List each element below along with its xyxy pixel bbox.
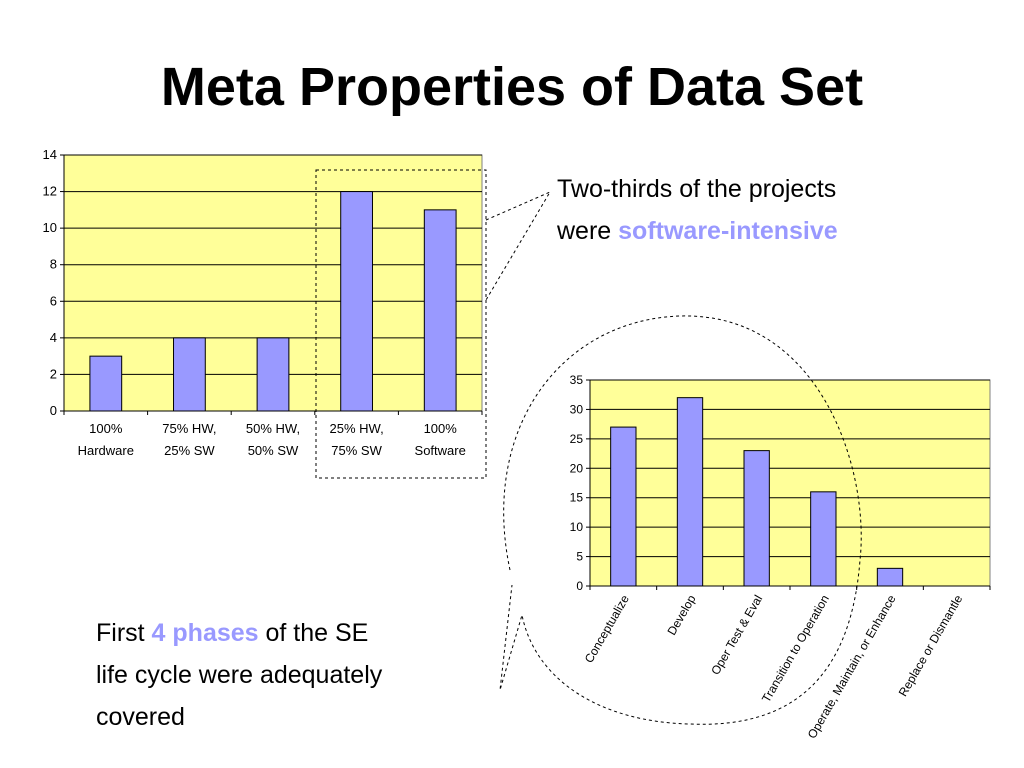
note1-prefix: were xyxy=(557,217,619,245)
x-category-label-line: 50% SW xyxy=(248,443,299,458)
x-category-label: 75% HW, 25% SW xyxy=(162,421,216,458)
y-tick-label: 20 xyxy=(570,461,584,475)
note1-highlight: software-intensive xyxy=(618,217,838,245)
x-category-label-line: Hardware xyxy=(78,443,134,458)
x-category-label: Transition to Operation xyxy=(759,593,832,705)
y-tick-label: 10 xyxy=(43,220,57,235)
y-tick-label: 0 xyxy=(50,403,57,418)
y-tick-label: 2 xyxy=(50,366,57,381)
x-category-label: Conceptualize xyxy=(582,592,632,665)
note2-line3: covered xyxy=(96,703,185,731)
x-category-label-line: 50% HW, xyxy=(246,421,300,436)
callout-text-phases: First 4 phases of the SE life cycle were… xyxy=(96,612,516,738)
y-tick-label: 5 xyxy=(576,550,583,564)
x-category-label-line: 25% SW xyxy=(164,443,215,458)
hardware-software-bar-chart: 0 2 4 6 8 10 12 14 100% Hardware 75% HW, 25% SW 50% … xyxy=(43,147,483,458)
y-tick-label: 4 xyxy=(50,330,57,345)
x-category-label-line: 100% xyxy=(424,421,458,436)
x-category-label-line: Software xyxy=(415,443,466,458)
y-tick-label: 25 xyxy=(570,432,584,446)
y-tick-label: 6 xyxy=(50,293,57,308)
note2-prefix: First xyxy=(96,619,152,647)
x-category-label: Develop xyxy=(664,592,698,637)
bar xyxy=(810,491,837,587)
note2-line1: First 4 phases of the SE xyxy=(96,612,516,654)
callout-text-software: Two-thirds of the projects were software… xyxy=(557,168,1017,252)
note1-line2: were software-intensive xyxy=(557,210,1017,252)
x-category-label-line: 75% SW xyxy=(331,443,382,458)
x-category-label: Oper Test & Eval xyxy=(708,593,765,678)
slide-title: Meta Properties of Data Set xyxy=(160,57,864,117)
y-tick-label: 10 xyxy=(570,520,584,534)
x-category-label-line: 100% xyxy=(89,421,123,436)
x-category-label-line: 25% HW, xyxy=(330,421,384,436)
note2-suffix: of the SE xyxy=(258,619,369,647)
y-tick-label: 15 xyxy=(570,491,584,505)
x-category-label: Replace or Dismantle xyxy=(896,592,966,699)
y-tick-label: 8 xyxy=(50,257,57,272)
note2-highlight: 4 phases xyxy=(151,619,259,647)
bar xyxy=(89,355,123,412)
y-tick-label: 12 xyxy=(43,184,57,199)
bar xyxy=(423,209,457,412)
x-category-label: 100% Hardware xyxy=(78,421,134,458)
bar xyxy=(340,191,373,412)
x-category-label: 25% HW, 75% SW xyxy=(330,421,384,458)
note1-line1: Two-thirds of the projects xyxy=(557,175,837,203)
bar xyxy=(743,450,770,587)
y-tick-label: 35 xyxy=(570,373,584,387)
bar xyxy=(173,337,206,412)
bar xyxy=(676,397,704,587)
x-category-label: 50% HW, 50% SW xyxy=(246,421,300,458)
plot-area xyxy=(589,379,991,587)
bar xyxy=(876,567,904,587)
y-tick-label: 0 xyxy=(576,579,583,593)
life-cycle-phase-bar-chart: 0 5 10 15 20 25 30 35 Conceptualize Develop Oper T… xyxy=(570,373,991,741)
y-tick-label: 14 xyxy=(43,147,57,162)
note2-line2: life cycle were adequately xyxy=(96,661,383,689)
x-category-label: 100% Software xyxy=(415,421,466,458)
bar xyxy=(610,426,637,587)
y-tick-label: 30 xyxy=(570,402,584,416)
x-category-label-line: 75% HW, xyxy=(162,421,216,436)
bar xyxy=(256,337,290,412)
